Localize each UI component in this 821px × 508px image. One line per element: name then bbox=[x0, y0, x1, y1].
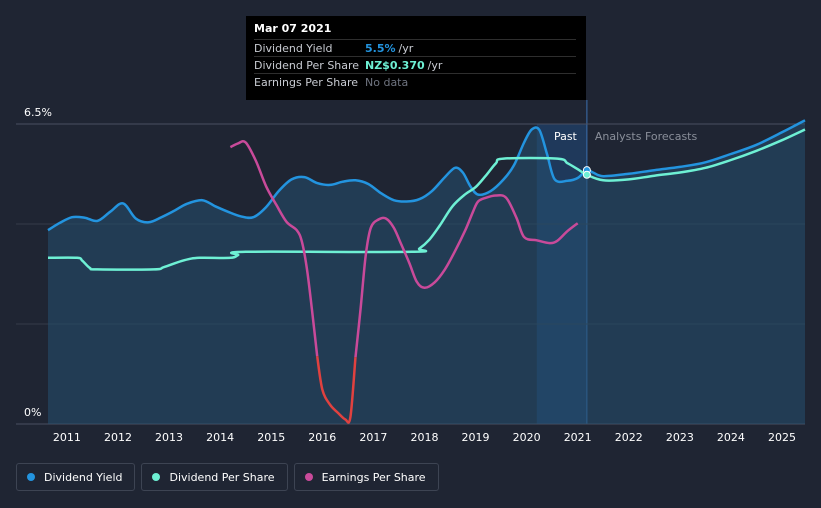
forecast-label: Analysts Forecasts bbox=[595, 130, 698, 143]
tooltip-row-dividend-per-share: Dividend Per Share NZ$0.370 /yr bbox=[254, 56, 576, 73]
tooltip-row-earnings-per-share: Earnings Per Share No data bbox=[254, 73, 576, 90]
x-tick-label: 2011 bbox=[53, 431, 81, 444]
legend-label: Dividend Per Share bbox=[169, 470, 275, 484]
x-tick-label: 2013 bbox=[155, 431, 183, 444]
tooltip-label: Earnings Per Share bbox=[254, 75, 359, 89]
earnings-per-share-negative-segment bbox=[315, 356, 357, 424]
hover-tooltip: Mar 07 2021 Dividend Yield 5.5% /yr Divi… bbox=[246, 16, 586, 100]
x-tick-label: 2014 bbox=[206, 431, 234, 444]
tooltip-value: NZ$0.370 bbox=[365, 58, 425, 72]
legend-dot-icon bbox=[304, 473, 313, 481]
earnings-per-share-line bbox=[229, 140, 319, 357]
dividend-yield-line bbox=[47, 119, 806, 232]
x-tick-label: 2016 bbox=[308, 431, 336, 444]
x-tick-label: 2020 bbox=[513, 431, 541, 444]
legend-label: Earnings Per Share bbox=[321, 470, 426, 484]
tooltip-row-dividend-yield: Dividend Yield 5.5% /yr bbox=[254, 39, 576, 56]
tooltip-unit: /yr bbox=[398, 41, 414, 55]
x-tick-label: 2019 bbox=[462, 431, 490, 444]
legend-label: Dividend Yield bbox=[44, 470, 123, 484]
tooltip-value: 5.5% bbox=[365, 41, 396, 55]
hover-marker bbox=[582, 170, 591, 179]
dividend-yield-area bbox=[48, 120, 805, 425]
y-tick-label: 6.5% bbox=[24, 106, 52, 119]
tooltip-unit: /yr bbox=[427, 58, 443, 72]
earnings-per-share-line bbox=[354, 194, 579, 358]
y-tick-label: 0% bbox=[24, 406, 41, 419]
legend-item-earnings-per-share[interactable]: Earnings Per Share bbox=[293, 463, 439, 491]
past-label: Past bbox=[554, 130, 578, 143]
tooltip-date: Mar 07 2021 bbox=[254, 22, 332, 35]
legend-item-dividend-per-share[interactable]: Dividend Per Share bbox=[141, 463, 288, 491]
tooltip-label: Dividend Yield bbox=[254, 41, 333, 55]
dividend-per-share-line bbox=[47, 128, 806, 271]
x-tick-label: 2025 bbox=[768, 431, 796, 444]
x-tick-label: 2021 bbox=[564, 431, 592, 444]
x-tick-label: 2024 bbox=[717, 431, 745, 444]
legend-dot-icon bbox=[27, 473, 35, 481]
legend-item-dividend-yield[interactable]: Dividend Yield bbox=[16, 463, 136, 491]
x-tick-label: 2022 bbox=[615, 431, 643, 444]
x-tick-label: 2012 bbox=[104, 431, 132, 444]
legend: Dividend Yield Dividend Per Share Earnin… bbox=[16, 463, 439, 491]
tooltip-label: Dividend Per Share bbox=[254, 58, 360, 72]
x-tick-label: 2023 bbox=[666, 431, 694, 444]
x-tick-label: 2018 bbox=[410, 431, 438, 444]
legend-dot-icon bbox=[152, 473, 161, 481]
tooltip-value: No data bbox=[365, 75, 409, 89]
x-tick-label: 2017 bbox=[359, 431, 387, 444]
x-tick-label: 2015 bbox=[257, 431, 285, 444]
